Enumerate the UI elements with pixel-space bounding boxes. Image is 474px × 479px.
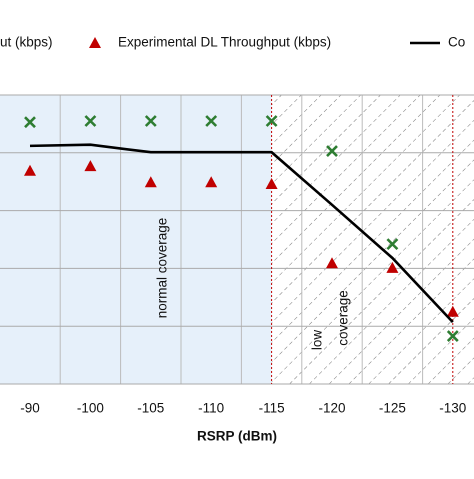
triangle-marker	[386, 261, 399, 273]
triangle-marker	[326, 257, 338, 269]
legend-label: Co	[448, 35, 465, 50]
x-axis-title: RSRP (dBm)	[197, 429, 277, 444]
legend-label: Experimental DL Throughput (kbps)	[118, 35, 331, 50]
triangle-marker	[24, 164, 36, 176]
x-tick-label: -90	[20, 401, 40, 416]
x-marker	[24, 116, 36, 129]
x-tick-label: -105	[137, 401, 164, 416]
x-tick-label: -115	[259, 401, 285, 416]
x-marker	[144, 115, 157, 127]
x-marker	[326, 145, 338, 157]
x-marker	[386, 238, 399, 251]
x-marker	[205, 115, 218, 127]
triangle-marker	[446, 305, 459, 317]
annotation: coverage	[336, 290, 351, 346]
legend-marker	[89, 37, 101, 48]
x-tick-label: -100	[77, 401, 104, 416]
x-marker	[265, 115, 278, 127]
x-tick-label: -125	[379, 401, 406, 416]
x-tick-label: -130	[439, 401, 466, 416]
triangle-marker	[84, 160, 97, 172]
annotation: low	[310, 330, 325, 351]
triangle-marker	[144, 176, 157, 188]
x-marker	[84, 115, 97, 127]
annotation: normal coverage	[155, 218, 170, 319]
legend-label: ut (kbps)	[0, 35, 53, 50]
background	[0, 95, 474, 384]
triangle-marker	[205, 176, 218, 188]
x-marker	[446, 330, 459, 342]
line-series	[29, 143, 454, 324]
x-tick-label: -120	[318, 401, 345, 416]
normal-region	[0, 95, 272, 384]
x-tick-label: -110	[198, 401, 224, 416]
triangle-marker	[265, 178, 278, 190]
